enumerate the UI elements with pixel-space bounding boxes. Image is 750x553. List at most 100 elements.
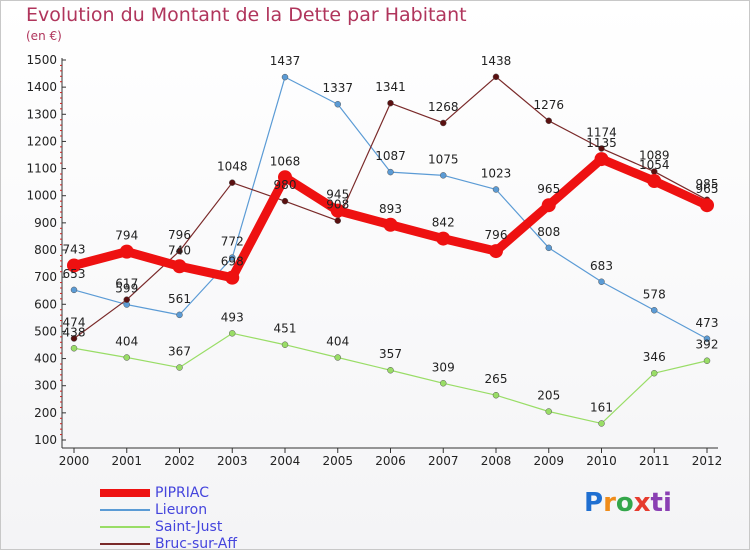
x-tick-label: 2006 xyxy=(375,454,406,468)
y-tick-label: 1100 xyxy=(26,162,57,176)
legend-swatch-pipriac xyxy=(100,489,150,497)
data-point-pipriac xyxy=(489,244,503,259)
data-point-pipriac xyxy=(119,244,134,259)
data-label-lieuron: 473 xyxy=(696,316,719,330)
legend-label-pipriac: PIPRIAC xyxy=(155,485,209,501)
data-label-bruc-sur-aff: 1048 xyxy=(217,160,248,174)
data-label-bruc-sur-aff: 1341 xyxy=(375,80,406,94)
data-point-lieuron xyxy=(229,254,236,261)
data-label-saint-just: 265 xyxy=(485,372,508,386)
data-label-pipriac: 796 xyxy=(485,228,508,242)
x-tick-label: 2000 xyxy=(59,454,90,468)
data-label-pipriac: 842 xyxy=(432,216,455,230)
data-point-lieuron xyxy=(440,172,447,179)
data-point-saint-just xyxy=(651,369,658,377)
data-point-bruc-sur-aff xyxy=(598,145,605,152)
x-tick-label: 2007 xyxy=(428,454,459,468)
data-label-lieuron: 1437 xyxy=(270,54,301,68)
data-label-saint-just: 404 xyxy=(115,334,138,348)
x-tick-label: 2002 xyxy=(164,454,195,468)
data-label-lieuron: 653 xyxy=(63,267,86,281)
chart-title: Evolution du Montant de la Dette par Hab… xyxy=(26,4,467,26)
y-tick-label: 800 xyxy=(34,243,57,257)
y-tick-label: 300 xyxy=(34,379,57,393)
data-label-lieuron: 1337 xyxy=(322,81,353,95)
data-label-bruc-sur-aff: 1276 xyxy=(533,98,564,112)
data-label-lieuron: 561 xyxy=(168,292,191,306)
data-point-lieuron xyxy=(703,335,711,343)
data-point-saint-just xyxy=(281,341,289,348)
data-point-lieuron xyxy=(176,311,183,319)
y-tick-label: 600 xyxy=(34,297,57,311)
data-label-saint-just: 404 xyxy=(326,334,349,348)
x-tick-label: 2008 xyxy=(481,454,512,468)
data-label-bruc-sur-aff: 1438 xyxy=(481,54,512,68)
data-point-pipriac xyxy=(225,270,240,285)
data-label-saint-just: 309 xyxy=(432,360,455,374)
chart-unit: (en €) xyxy=(26,29,62,43)
legend-swatch-bruc-sur-aff xyxy=(100,543,150,545)
data-label-pipriac: 794 xyxy=(115,229,138,243)
data-point-saint-just xyxy=(387,366,394,374)
data-label-bruc-sur-aff: 1268 xyxy=(428,100,459,114)
data-label-pipriac: 743 xyxy=(63,242,86,256)
data-point-lieuron xyxy=(492,186,500,193)
y-tick-label: 900 xyxy=(34,216,57,230)
data-label-pipriac: 740 xyxy=(168,243,191,257)
data-label-pipriac: 945 xyxy=(326,188,349,202)
data-point-pipriac xyxy=(700,198,714,213)
data-label-saint-just: 438 xyxy=(63,325,86,339)
data-point-bruc-sur-aff xyxy=(387,99,394,107)
data-point-saint-just xyxy=(545,408,552,415)
data-label-pipriac: 965 xyxy=(537,182,560,196)
data-point-lieuron xyxy=(545,244,552,252)
data-point-bruc-sur-aff xyxy=(440,119,447,127)
x-tick-label: 2005 xyxy=(322,454,353,468)
data-point-saint-just xyxy=(492,391,500,399)
data-point-saint-just xyxy=(123,354,130,361)
data-point-lieuron xyxy=(281,73,289,81)
data-label-bruc-sur-aff: 1089 xyxy=(639,149,670,163)
x-tick-label: 2004 xyxy=(270,454,301,468)
data-label-pipriac: 965 xyxy=(696,182,719,196)
data-label-lieuron: 808 xyxy=(537,225,560,239)
data-label-lieuron: 683 xyxy=(590,259,613,273)
data-label-lieuron: 1075 xyxy=(428,152,459,166)
y-tick-label: 100 xyxy=(34,433,57,447)
data-label-pipriac: 893 xyxy=(379,202,402,216)
data-point-bruc-sur-aff xyxy=(492,73,500,81)
data-label-lieuron: 599 xyxy=(115,282,138,296)
y-tick-label: 1000 xyxy=(26,189,57,203)
data-point-lieuron xyxy=(70,286,78,294)
legend-label-bruc-sur-aff: Bruc-sur-Aff xyxy=(155,536,237,552)
x-tick-label: 2003 xyxy=(217,454,248,468)
legend-swatch-lieuron xyxy=(100,509,150,511)
y-tick-label: 400 xyxy=(34,352,57,366)
data-label-bruc-sur-aff: 985 xyxy=(696,177,719,191)
data-label-bruc-sur-aff: 617 xyxy=(115,277,138,291)
data-label-saint-just: 357 xyxy=(379,347,402,361)
data-label-lieuron: 1023 xyxy=(481,166,512,180)
data-point-bruc-sur-aff xyxy=(123,296,130,303)
data-point-saint-just xyxy=(229,330,236,337)
data-label-bruc-sur-aff: 1174 xyxy=(586,125,617,139)
y-tick-label: 700 xyxy=(34,270,57,284)
data-point-saint-just xyxy=(703,357,711,364)
x-tick-label: 2012 xyxy=(692,454,723,468)
proxiti-logo: Proxti xyxy=(584,488,672,518)
data-point-bruc-sur-aff xyxy=(176,247,183,255)
data-point-pipriac xyxy=(330,203,345,218)
data-label-pipriac: 698 xyxy=(221,255,244,269)
data-label-bruc-sur-aff: 796 xyxy=(168,228,191,242)
data-label-lieuron: 772 xyxy=(221,235,244,249)
legend-swatch-saint-just xyxy=(100,526,150,528)
y-tick-label: 1300 xyxy=(26,107,57,121)
data-label-bruc-sur-aff: 980 xyxy=(274,178,297,192)
data-label-saint-just: 205 xyxy=(537,389,560,403)
data-point-pipriac xyxy=(172,259,187,274)
data-point-bruc-sur-aff xyxy=(281,197,289,205)
y-tick-label: 1200 xyxy=(26,134,57,148)
data-label-saint-just: 161 xyxy=(590,400,613,414)
data-point-saint-just xyxy=(598,420,605,427)
